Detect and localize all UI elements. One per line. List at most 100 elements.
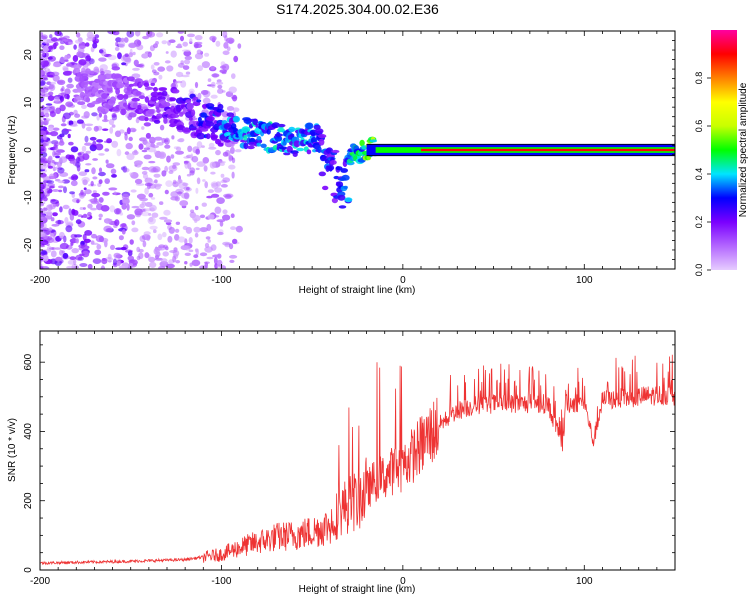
heatmap-cell — [91, 167, 96, 175]
heatmap-cell — [41, 250, 47, 255]
heatmap-cell — [216, 109, 225, 113]
heatmap-cell — [75, 219, 82, 225]
heatmap-cell — [68, 208, 72, 216]
heatmap-cell — [201, 61, 210, 69]
heatmap-cell — [213, 257, 218, 265]
heatmap-cell — [73, 258, 77, 266]
heatmap-cell — [40, 80, 46, 86]
snr-x-tick-label: 0 — [400, 576, 406, 587]
heatmap-cell — [67, 260, 75, 265]
heatmap-cell — [67, 133, 71, 139]
heatmap-cell — [252, 118, 259, 126]
heatmap-cell — [128, 259, 136, 263]
heatmap-cell — [40, 44, 44, 48]
heatmap-cell — [220, 180, 228, 184]
heatmap-cell — [132, 129, 136, 133]
heatmap-cell — [144, 252, 150, 259]
heatmap-cell — [63, 35, 70, 39]
heatmap-cell — [231, 123, 237, 130]
heatmap-cell — [178, 191, 182, 197]
heatmap-cell — [40, 125, 44, 130]
heatmap-cell — [101, 51, 107, 57]
heatmap-cell — [111, 66, 121, 71]
heatmap-cell — [266, 129, 271, 135]
heatmap-cell — [42, 182, 47, 187]
heatmap-cell — [92, 190, 97, 194]
heatmap-cell — [142, 240, 147, 248]
heatmap-cell — [96, 139, 104, 143]
heatmap-cell — [116, 77, 124, 84]
heatmap-cell — [95, 143, 104, 151]
heatmap-cell — [166, 155, 171, 163]
heatmap-cell — [161, 170, 167, 177]
heatmap-cell — [335, 166, 343, 171]
heatmap-cell — [131, 97, 140, 102]
heatmap-cell — [196, 141, 203, 149]
heatmap-cell — [42, 142, 47, 148]
heatmap-cell — [99, 64, 108, 72]
heatmap-cell — [120, 108, 127, 116]
heatmap-cell — [191, 155, 199, 163]
heatmap-cell — [119, 129, 125, 134]
heatmap-cell — [64, 217, 69, 224]
heatmap-cell — [40, 111, 44, 117]
heatmap-cell — [61, 86, 65, 92]
heatmap-cell — [241, 126, 251, 134]
heatmap-cell — [202, 90, 211, 98]
heatmap-cell — [53, 172, 57, 180]
heatmap-cell — [215, 40, 221, 47]
snr-y-tick-label: 400 — [23, 423, 34, 440]
heatmap-cell — [163, 219, 173, 223]
heatmap-cell — [40, 265, 44, 269]
heatmap-cell — [62, 67, 69, 72]
heatmap-cell — [130, 189, 137, 193]
heatmap-cell — [138, 109, 144, 113]
heatmap-cell — [50, 250, 57, 258]
heatmap-cell — [90, 207, 97, 211]
heatmap-cell — [141, 201, 146, 205]
heatmap-cell — [159, 201, 164, 206]
heatmap-cell — [156, 113, 163, 119]
heatmap-cell — [318, 171, 326, 177]
heatmap-cell — [148, 166, 157, 173]
heatmap-cell — [193, 254, 199, 259]
heatmap-cell — [108, 187, 118, 191]
heatmap-cell — [102, 128, 109, 131]
heatmap-cell — [90, 180, 94, 187]
heatmap-cell — [175, 260, 181, 264]
heatmap-cell — [115, 37, 122, 43]
heatmap-cell — [81, 121, 86, 129]
heatmap-cell — [132, 67, 140, 71]
heatmap-cell — [62, 204, 70, 210]
heatmap-cell — [51, 223, 60, 227]
heatmap-cell — [105, 159, 109, 164]
heatmap-cell — [195, 148, 200, 155]
heatmap-cell — [157, 233, 163, 241]
heatmap-cell — [53, 203, 57, 208]
heatmap-cell — [62, 39, 69, 42]
heatmap-cell — [46, 81, 52, 85]
heatmap-cell — [103, 114, 108, 121]
heatmap-cell — [222, 209, 228, 215]
heatmap-cell — [216, 259, 223, 267]
heatmap-cell — [40, 239, 49, 246]
heatmap-cell — [85, 68, 91, 75]
heatmap-y-tick-label: -20 — [23, 238, 34, 253]
heatmap-cell — [84, 123, 94, 127]
heatmap-cell — [118, 41, 126, 49]
heatmap-cell — [90, 70, 95, 75]
heatmap-cell — [73, 175, 79, 180]
heatmap-cell — [69, 124, 78, 127]
snr-panel: -200 -100 0 100 0 200 400 600 Height of straigh… — [7, 330, 676, 595]
heatmap-cell — [163, 244, 168, 249]
heatmap-cell — [156, 109, 161, 113]
heatmap-cell — [325, 147, 334, 155]
heatmap-cell — [146, 31, 153, 37]
heatmap-cell — [153, 248, 160, 255]
heatmap-cell — [217, 231, 224, 236]
heatmap-cell — [163, 117, 168, 124]
heatmap-cell — [220, 65, 227, 69]
heatmap-cell — [72, 55, 79, 62]
